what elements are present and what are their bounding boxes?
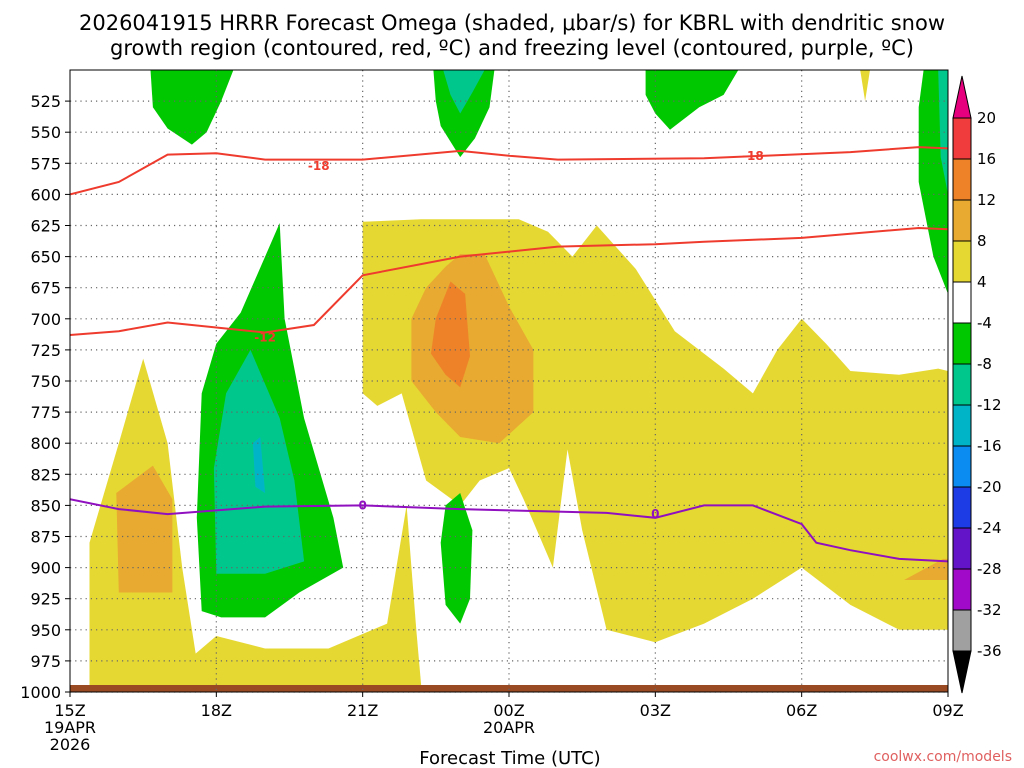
y-tick-label: 950 [30, 621, 61, 640]
colorbar-bin [952, 240, 972, 283]
colorbar-bin [952, 445, 972, 488]
colorbar-bin [952, 117, 972, 160]
colorbar-bin [952, 568, 972, 611]
y-tick-label: 700 [30, 310, 61, 329]
y-tick-label: 575 [30, 154, 61, 173]
dgz-contour-label: -12 [254, 330, 276, 344]
omega-region-ascent-top-mid-core [443, 70, 485, 114]
y-tick-label: 675 [30, 279, 61, 298]
temperature-contours: -18 -18 -12 0 0 [70, 146, 948, 563]
colorbar-label: 20 [977, 109, 996, 127]
dgz-contour-minus-18 [70, 146, 948, 196]
omega-region-ascent-night-small [440, 493, 473, 624]
colorbar-label: 16 [977, 150, 996, 168]
colorbar-label: -32 [977, 601, 1002, 619]
colorbar-bin [952, 322, 972, 365]
y-tick-label: 900 [30, 559, 61, 578]
freezing_level-contour-label: 0 [358, 498, 366, 512]
omega-region-ascent-18z-center [252, 437, 266, 493]
dgz-contour-label: -18 [742, 149, 764, 163]
x-tick-label: 00Z [493, 701, 524, 720]
y-tick-label: 1000 [20, 683, 61, 702]
colorbar-label: -24 [977, 519, 1002, 537]
y-tick-label: 625 [30, 217, 61, 236]
x-tick-date-label: 19APR [44, 718, 96, 737]
y-tick-label: 800 [30, 434, 61, 453]
credit-text: coolwx.com/models [874, 749, 1012, 765]
x-tick-label: 21Z [347, 701, 378, 720]
x-tick-label: 15Z [54, 701, 85, 720]
colorbar-bin [952, 363, 972, 406]
x-tick-date-label: 20APR [483, 718, 535, 737]
colorbar-bin [952, 527, 972, 570]
omega-region-ascent-right-edge-core [938, 70, 948, 195]
y-tick-label: 650 [30, 248, 61, 267]
y-tick-label: 600 [30, 185, 61, 204]
colorbar-label: -20 [977, 478, 1002, 496]
colorbar-label: -4 [977, 314, 992, 332]
colorbar-overflow-high [952, 75, 972, 119]
colorbar-label: 4 [977, 273, 987, 291]
omega-region-descent-top-speck [860, 70, 870, 102]
colorbar-label: -36 [977, 642, 1002, 660]
omega-region-descent-evening-core [431, 281, 470, 388]
x-tick-label: 09Z [932, 701, 963, 720]
x-tick-label: 03Z [640, 701, 671, 720]
colorbar-label: -16 [977, 437, 1002, 455]
y-tick-label: 775 [30, 403, 61, 422]
freezing_level-contour-zero [70, 498, 948, 563]
omega-region-descent-evening-mid [411, 254, 534, 444]
colorbar-label: -12 [977, 396, 1002, 414]
chart-title-line-1: 2026041915 HRRR Forecast Omega (shaded, … [79, 11, 945, 35]
omega-region-descent-left-core [116, 465, 173, 593]
omega-region-descent-18z-floor [187, 505, 422, 686]
omega-region-ascent-top-left [150, 70, 234, 145]
omega-shaded-regions [89, 70, 948, 692]
omega-region-descent-right-bottom [904, 558, 948, 580]
dgz-contour-label: -18 [308, 159, 330, 173]
colorbar: 20 16 12 8 4 -4 -8 -12 -16 -20 -24 -28 -32 -36 [952, 75, 1002, 694]
colorbar-bin [952, 199, 972, 242]
omega-region-ascent-top-right [645, 70, 739, 130]
y-tick-label: 550 [30, 123, 61, 142]
freezing_level-contour-label: 0 [651, 507, 659, 521]
x-tick-label: 18Z [201, 701, 232, 720]
y-tick-label: 725 [30, 341, 61, 360]
colorbar-label: 12 [977, 191, 996, 209]
y-tick-label: 850 [30, 496, 61, 515]
dgz-contour-minus-12 [70, 226, 948, 336]
y-tick-label: 975 [30, 652, 61, 671]
x-tick-label: 06Z [786, 701, 817, 720]
colorbar-bin [952, 486, 972, 529]
y-tick-label: 750 [30, 372, 61, 391]
chart-title-line-2: growth region (contoured, red, ºC) and f… [110, 36, 914, 60]
colorbar-bin [952, 404, 972, 447]
colorbar-label: -28 [977, 560, 1002, 578]
colorbar-bin [952, 158, 972, 201]
colorbar-bin [952, 609, 972, 652]
y-tick-label: 875 [30, 528, 61, 547]
colorbar-bin [952, 281, 972, 324]
ground-surface [70, 685, 948, 692]
colorbar-underflow-low [952, 650, 972, 694]
y-tick-label: 925 [30, 590, 61, 609]
x-tick-year-label: 2026 [50, 735, 91, 754]
x-axis-label: Forecast Time (UTC) [419, 748, 600, 768]
y-axis-ticks: 525 550 575 600 625 650 675 700 725 750 775 800 825 8… [20, 92, 70, 702]
colorbar-label: 8 [977, 232, 987, 250]
colorbar-label: -8 [977, 355, 992, 373]
y-tick-label: 525 [30, 92, 61, 111]
omega-region-ascent-top-mid [433, 70, 495, 158]
y-tick-label: 825 [30, 465, 61, 484]
